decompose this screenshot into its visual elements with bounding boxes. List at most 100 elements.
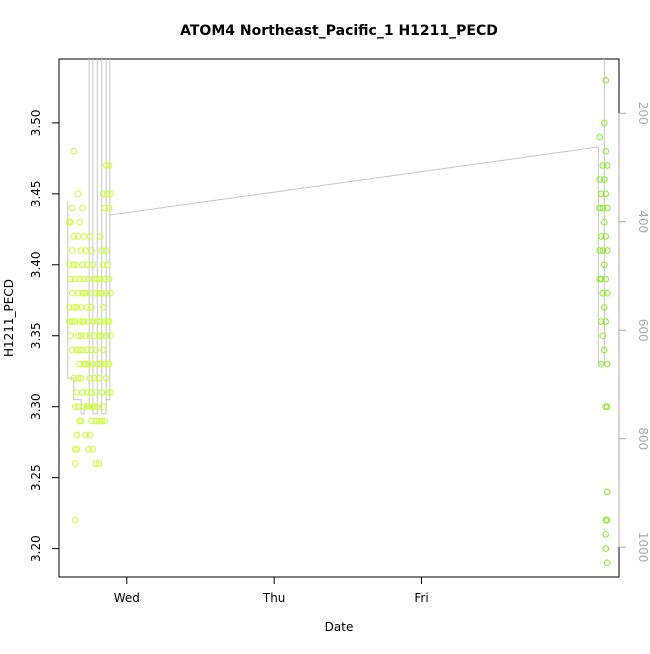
profile-line-layer (67, 59, 605, 415)
data-point (76, 218, 83, 226)
data-point (69, 318, 76, 325)
data-point (99, 403, 107, 411)
data-point (83, 346, 91, 354)
data-point (69, 289, 76, 297)
data-point (104, 389, 111, 396)
data-point (80, 318, 88, 325)
data-point (77, 375, 85, 382)
data-point (73, 446, 80, 453)
data-point (79, 261, 86, 269)
x-tick-label: Thu (262, 591, 286, 605)
data-point (88, 417, 95, 425)
data-point (97, 318, 104, 325)
data-point (67, 218, 75, 226)
data-point (598, 233, 605, 240)
y-tick-label: 3.50 (29, 110, 43, 137)
data-point (70, 261, 77, 269)
data-point (102, 332, 110, 340)
data-point (69, 346, 76, 354)
data-point (88, 346, 95, 354)
data-point (601, 346, 608, 354)
data-point (603, 488, 611, 496)
secondary-y-axis: 200 400 600 800 1000 (618, 102, 650, 563)
y2-tick-label: 1000 (636, 532, 650, 563)
data-point (76, 275, 83, 283)
data-point (602, 190, 610, 198)
data-point (601, 218, 608, 226)
data-point (99, 190, 107, 198)
data-point (67, 275, 75, 283)
data-point (601, 176, 608, 183)
data-point (101, 318, 108, 325)
data-point (105, 318, 113, 325)
data-point (73, 431, 80, 439)
data-point (101, 417, 108, 425)
data-point (598, 190, 605, 198)
data-point (70, 147, 77, 155)
data-point (79, 204, 86, 212)
data-point (89, 360, 97, 368)
data-point (97, 275, 104, 283)
data-point (91, 375, 98, 382)
data-point (603, 516, 611, 524)
data-point (601, 119, 608, 127)
data-point (82, 431, 89, 439)
data-point (70, 233, 77, 240)
data-point (83, 304, 91, 311)
data-point (602, 318, 610, 325)
profile-line (67, 59, 605, 415)
data-point (105, 204, 113, 212)
data-point (603, 559, 611, 567)
data-point (102, 247, 110, 254)
data-point (91, 403, 98, 411)
data-point (98, 417, 105, 425)
data-point (98, 289, 105, 297)
data-point (599, 289, 607, 297)
data-point (85, 360, 92, 368)
data-point (80, 233, 88, 240)
data-point (82, 332, 89, 340)
data-point (101, 360, 108, 368)
data-point (107, 289, 114, 297)
data-point (599, 204, 607, 212)
data-point (88, 247, 95, 254)
data-point (596, 247, 604, 254)
x-axis: Wed Thu Fri (114, 576, 429, 605)
y-axis: 3.20 3.25 3.30 3.35 3.40 3.45 3.50 (29, 110, 60, 562)
data-point (107, 190, 114, 198)
data-point (94, 360, 101, 368)
data-points (66, 77, 611, 567)
data-point (603, 162, 611, 169)
chart-title: ATOM4 Northeast_Pacific_1 H1211_PECD (180, 23, 498, 39)
data-point (92, 346, 100, 354)
data-point (74, 332, 82, 340)
x-tick-label: Fri (414, 591, 428, 605)
data-point (70, 304, 77, 311)
data-point (101, 275, 108, 283)
data-point (603, 360, 611, 368)
data-point (85, 318, 92, 325)
data-point (73, 389, 80, 396)
data-point (98, 247, 105, 254)
data-point (80, 275, 88, 283)
y2-tick-label: 600 (636, 319, 650, 342)
data-point (596, 133, 604, 141)
data-point (71, 403, 79, 411)
data-point (71, 275, 79, 283)
data-point (599, 247, 607, 254)
data-point (82, 289, 89, 297)
data-point (86, 233, 94, 240)
data-point (79, 389, 86, 396)
data-point (602, 77, 610, 84)
data-point (601, 261, 608, 269)
data-point (91, 332, 98, 340)
data-point (596, 204, 604, 212)
data-point (71, 516, 79, 524)
y2-tick-label: 200 (636, 102, 650, 125)
data-point (599, 162, 607, 169)
y-tick-label: 3.25 (29, 464, 43, 491)
x-tick-label: Wed (114, 591, 140, 605)
data-point (603, 204, 611, 212)
data-point (79, 289, 86, 297)
data-point (94, 275, 101, 283)
